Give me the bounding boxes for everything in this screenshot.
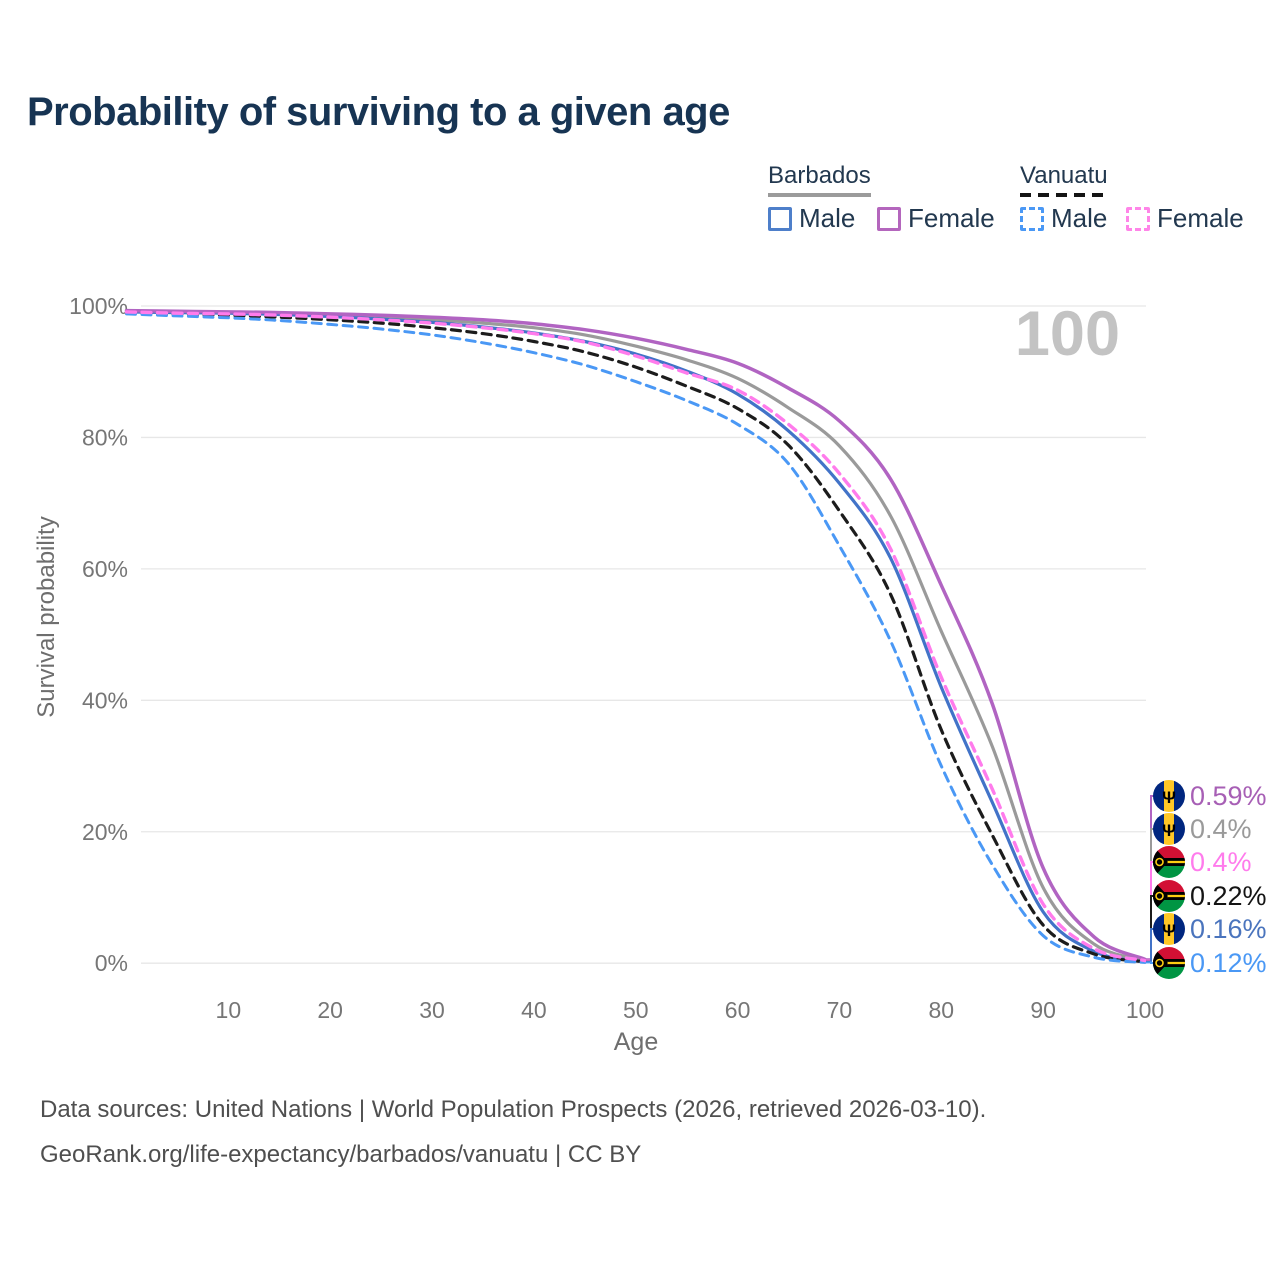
attribution-line: GeoRank.org/life-expectancy/barbados/van…	[40, 1141, 642, 1168]
legend-item-vanuatu-female[interactable]: Female	[1126, 203, 1244, 234]
y-tick-label: 0%	[95, 950, 128, 976]
series-vanuatu-male[interactable]	[125, 312, 1147, 964]
svg-text:Ψ: Ψ	[1162, 921, 1176, 940]
y-tick-label: 20%	[82, 819, 128, 845]
legend-item-barbados-male[interactable]: Male	[768, 203, 855, 234]
x-tick-label: 70	[827, 997, 853, 1023]
leader-line	[1146, 928, 1155, 964]
y-axis-title: Survival probability	[33, 516, 60, 718]
legend-item-vanuatu-male[interactable]: Male	[1020, 203, 1107, 234]
x-tick-label: 10	[216, 997, 242, 1023]
x-tick-label: 20	[317, 997, 343, 1023]
end-label-barbados-0.59[interactable]: Ψ 0.59%	[1146, 780, 1267, 961]
age-watermark: 100	[1014, 299, 1120, 369]
series-vanuatu-female[interactable]	[124, 310, 1147, 963]
x-axis-title: Age	[613, 1028, 659, 1056]
barbados-flag-icon: Ψ	[1153, 813, 1185, 845]
x-tick-label: 30	[419, 997, 445, 1023]
end-label-value: 0.59%	[1190, 781, 1267, 811]
legend-group-vanuatu-label: Vanuatu	[1020, 162, 1108, 189]
y-tick-label: 60%	[82, 556, 128, 582]
legend-group-vanuatu: Vanuatu	[1020, 162, 1108, 197]
svg-text:Ψ: Ψ	[1162, 788, 1176, 807]
barbados-flag-icon: Ψ	[1153, 780, 1185, 812]
end-label-vanuatu-0.4[interactable]: 0.4%	[1146, 846, 1252, 962]
end-label-value: 0.4%	[1190, 814, 1252, 844]
barbados-female-swatch-icon	[877, 206, 901, 231]
end-label-value: 0.22%	[1190, 881, 1267, 911]
x-tick-label: 50	[623, 997, 649, 1023]
legend-group-barbados: Barbados	[768, 162, 871, 197]
barbados-flag-icon: Ψ	[1153, 913, 1185, 945]
vanuatu-dashed-line-swatch	[1020, 193, 1108, 197]
x-tick-label: 40	[521, 997, 547, 1023]
svg-text:Ψ: Ψ	[1162, 821, 1176, 840]
series-barbados-female[interactable]	[124, 308, 1147, 962]
vanuatu-flag-icon	[1153, 947, 1185, 979]
legend-item-label: Male	[799, 203, 856, 233]
footer: Data sources: United Nations | World Pop…	[40, 1096, 986, 1186]
barbados-male-swatch-icon	[768, 206, 792, 231]
y-tick-label: 100%	[69, 293, 128, 319]
vanuatu-flag-icon	[1153, 846, 1185, 878]
x-tick-label: 80	[929, 997, 955, 1023]
end-label-vanuatu-0.12[interactable]: 0.12%	[1146, 947, 1267, 979]
vanuatu-female-swatch-icon	[1126, 206, 1150, 231]
y-tick-label: 40%	[82, 687, 128, 713]
legend-item-label: Female	[1157, 203, 1244, 233]
y-tick-label: 80%	[82, 424, 128, 450]
end-label-barbados-0.16[interactable]: Ψ 0.16%	[1146, 913, 1267, 964]
x-tick-label: 60	[725, 997, 751, 1023]
end-label-value: 0.12%	[1190, 948, 1267, 978]
vanuatu-male-swatch-icon	[1020, 206, 1044, 231]
barbados-solid-line-swatch	[768, 193, 871, 197]
legend-item-label: Male	[1051, 203, 1108, 233]
series-vanuatu-total[interactable]	[124, 310, 1147, 964]
x-tick-label: 100	[1126, 997, 1164, 1023]
page-title: Probability of surviving to a given age	[27, 90, 730, 134]
legend-item-barbados-female[interactable]: Female	[877, 203, 995, 234]
data-sources-line: Data sources: United Nations | World Pop…	[40, 1096, 987, 1123]
x-tick-label: 90	[1030, 997, 1056, 1023]
legend-item-label: Female	[908, 203, 995, 233]
end-label-value: 0.16%	[1190, 914, 1267, 944]
vanuatu-flag-icon	[1153, 880, 1185, 912]
end-label-value: 0.4%	[1190, 847, 1252, 877]
legend-group-barbados-label: Barbados	[768, 162, 871, 189]
